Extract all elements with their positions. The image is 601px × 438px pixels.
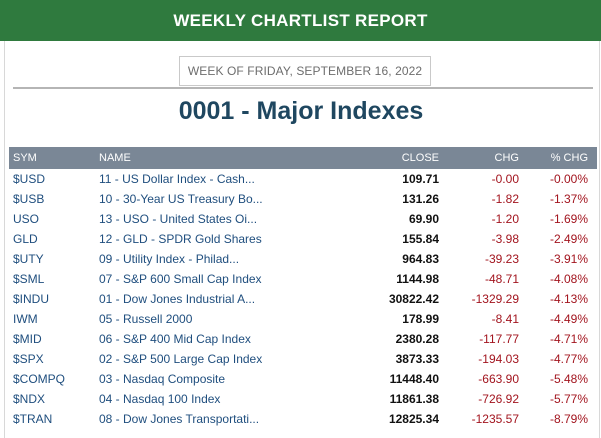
close-value: 1144.98 [396,272,439,286]
change-value: -117.77 [479,332,519,346]
close-value: 131.26 [402,192,439,206]
symbol-link[interactable]: $COMPQ [13,372,66,386]
change-value: -663.90 [478,372,519,386]
table-row[interactable]: $INDU 01 - Dow Jones Industrial A... 30822… [9,289,597,309]
percent-change-value: -4.77% [549,352,588,366]
name-link[interactable]: 03 - Nasdaq Composite [99,372,226,386]
name-link[interactable]: 10 - 30-Year US Treasury Bo... [99,192,263,206]
change-value: -1.20 [491,212,519,226]
close-value: 178.99 [402,312,439,326]
table-row[interactable]: IWM 05 - Russell 2000 178.99 -8.41 -4.49% [9,309,597,329]
symbol-link[interactable]: $USD [13,172,46,186]
table-row[interactable]: $MID 06 - S&P 400 Mid Cap Index 2380.28 -11… [9,329,597,349]
close-value: 155.84 [402,232,439,246]
change-value: -8.41 [491,312,519,326]
symbol-link[interactable]: $UTY [13,252,44,266]
name-link[interactable]: 02 - S&P 500 Large Cap Index [99,352,263,366]
close-value: 964.83 [402,252,439,266]
week-label: WEEK OF FRIDAY, SEPTEMBER 16, 2022 [179,56,431,86]
col-header-sym[interactable]: SYM [13,152,37,164]
report-header: WEEKLY CHARTLIST REPORT [0,0,601,41]
percent-change-value: -4.13% [549,292,588,306]
symbol-link[interactable]: IWM [13,312,38,326]
name-link[interactable]: 01 - Dow Jones Industrial A... [99,292,256,306]
name-link[interactable]: 06 - S&P 400 Mid Cap Index [99,332,251,346]
table-row[interactable]: $UTY 09 - Utility Index - Philad... 964.83… [9,249,597,269]
chartlist-title: 0001 - Major Indexes [178,97,424,125]
table-row[interactable]: $SPX 02 - S&P 500 Large Cap Index 3873.33 -… [9,349,597,369]
name-link[interactable]: 08 - Dow Jones Transportati... [99,412,260,426]
percent-change-value: -1.69% [549,212,588,226]
percent-change-value: -8.79% [549,412,588,426]
change-value: -1235.57 [471,412,519,426]
symbol-link[interactable]: $NDX [13,392,46,406]
symbol-link[interactable]: $SPX [13,352,44,366]
table-row[interactable]: $COMPQ 03 - Nasdaq Composite 11448.40 -663.… [9,369,597,389]
symbol-link[interactable]: $SML [13,272,45,286]
close-value: 11861.38 [389,392,439,406]
table-row[interactable]: $USD 11 - US Dollar Index - Cash... 109.71… [9,169,597,189]
report-title: WEEKLY CHARTLIST REPORT [173,10,428,30]
report-panel: WEEK OF FRIDAY, SEPTEMBER 16, 2022 0001 … [4,41,600,438]
percent-change-value: -5.48% [549,372,588,386]
name-link[interactable]: 09 - Utility Index - Philad... [99,252,240,266]
change-value: -3.98 [491,232,519,246]
percent-change-value: -2.49% [549,232,588,246]
col-header-name[interactable]: NAME [99,152,131,164]
indexes-table: SYM NAME CLOSE CHG % CHG $USD 11 - US Dol… [9,147,597,429]
table-body: $USD 11 - US Dollar Index - Cash... 109.71… [9,169,597,429]
table-row[interactable]: USO 13 - USO - United States Oi... 69.90 -1… [9,209,597,229]
symbol-link[interactable]: GLD [13,232,38,246]
change-value: -39.23 [484,252,519,266]
change-value: -48.71 [484,272,519,286]
close-value: 109.71 [402,172,439,186]
percent-change-value: -5.77% [549,392,588,406]
table-header: SYM NAME CLOSE CHG % CHG [9,147,597,169]
name-link[interactable]: 13 - USO - United States Oi... [99,212,258,226]
close-value: 3873.33 [395,352,439,366]
table-row[interactable]: GLD 12 - GLD - SPDR Gold Shares 155.84 -3.9… [9,229,597,249]
symbol-link[interactable]: USO [13,212,40,226]
name-link[interactable]: 07 - S&P 600 Small Cap Index [99,272,262,286]
percent-change-value: -4.49% [549,312,588,326]
symbol-link[interactable]: $INDU [13,292,50,306]
change-value: -1.82 [491,192,519,206]
change-value: -194.03 [478,352,519,366]
close-value: 30822.42 [388,292,439,306]
table-row[interactable]: $USB 10 - 30-Year US Treasury Bo... 131.26… [9,189,597,209]
divider [13,87,593,89]
change-value: -1329.29 [471,292,519,306]
table-row[interactable]: $TRAN 08 - Dow Jones Transportati... 12825… [9,409,597,429]
table-row[interactable]: $SML 07 - S&P 600 Small Cap Index 1144.98 -… [9,269,597,289]
percent-change-value: -1.37% [549,192,588,206]
close-value: 69.90 [408,212,439,226]
name-link[interactable]: 12 - GLD - SPDR Gold Shares [99,232,262,246]
table-row[interactable]: $NDX 04 - Nasdaq 100 Index 11861.38 -726.92… [9,389,597,409]
percent-change-value: -4.08% [549,272,588,286]
symbol-link[interactable]: $USB [13,192,45,206]
name-link[interactable]: 04 - Nasdaq 100 Index [99,392,221,406]
close-value: 2380.28 [395,332,439,346]
change-value: -726.92 [478,392,519,406]
percent-change-value: -3.91% [549,252,588,266]
name-link[interactable]: 11 - US Dollar Index - Cash... [99,172,255,186]
name-link[interactable]: 05 - Russell 2000 [99,312,193,326]
col-header-chg[interactable]: CHG [494,152,519,164]
col-header-close[interactable]: CLOSE [401,152,439,164]
percent-change-value: -4.71% [549,332,588,346]
symbol-link[interactable]: $MID [13,332,42,346]
close-value: 11448.40 [389,372,439,386]
percent-change-value: -0.00% [549,172,588,186]
col-header-pct[interactable]: % CHG [550,152,588,164]
symbol-link[interactable]: $TRAN [13,412,53,426]
change-value: -0.00 [491,172,519,186]
close-value: 12825.34 [388,412,439,426]
